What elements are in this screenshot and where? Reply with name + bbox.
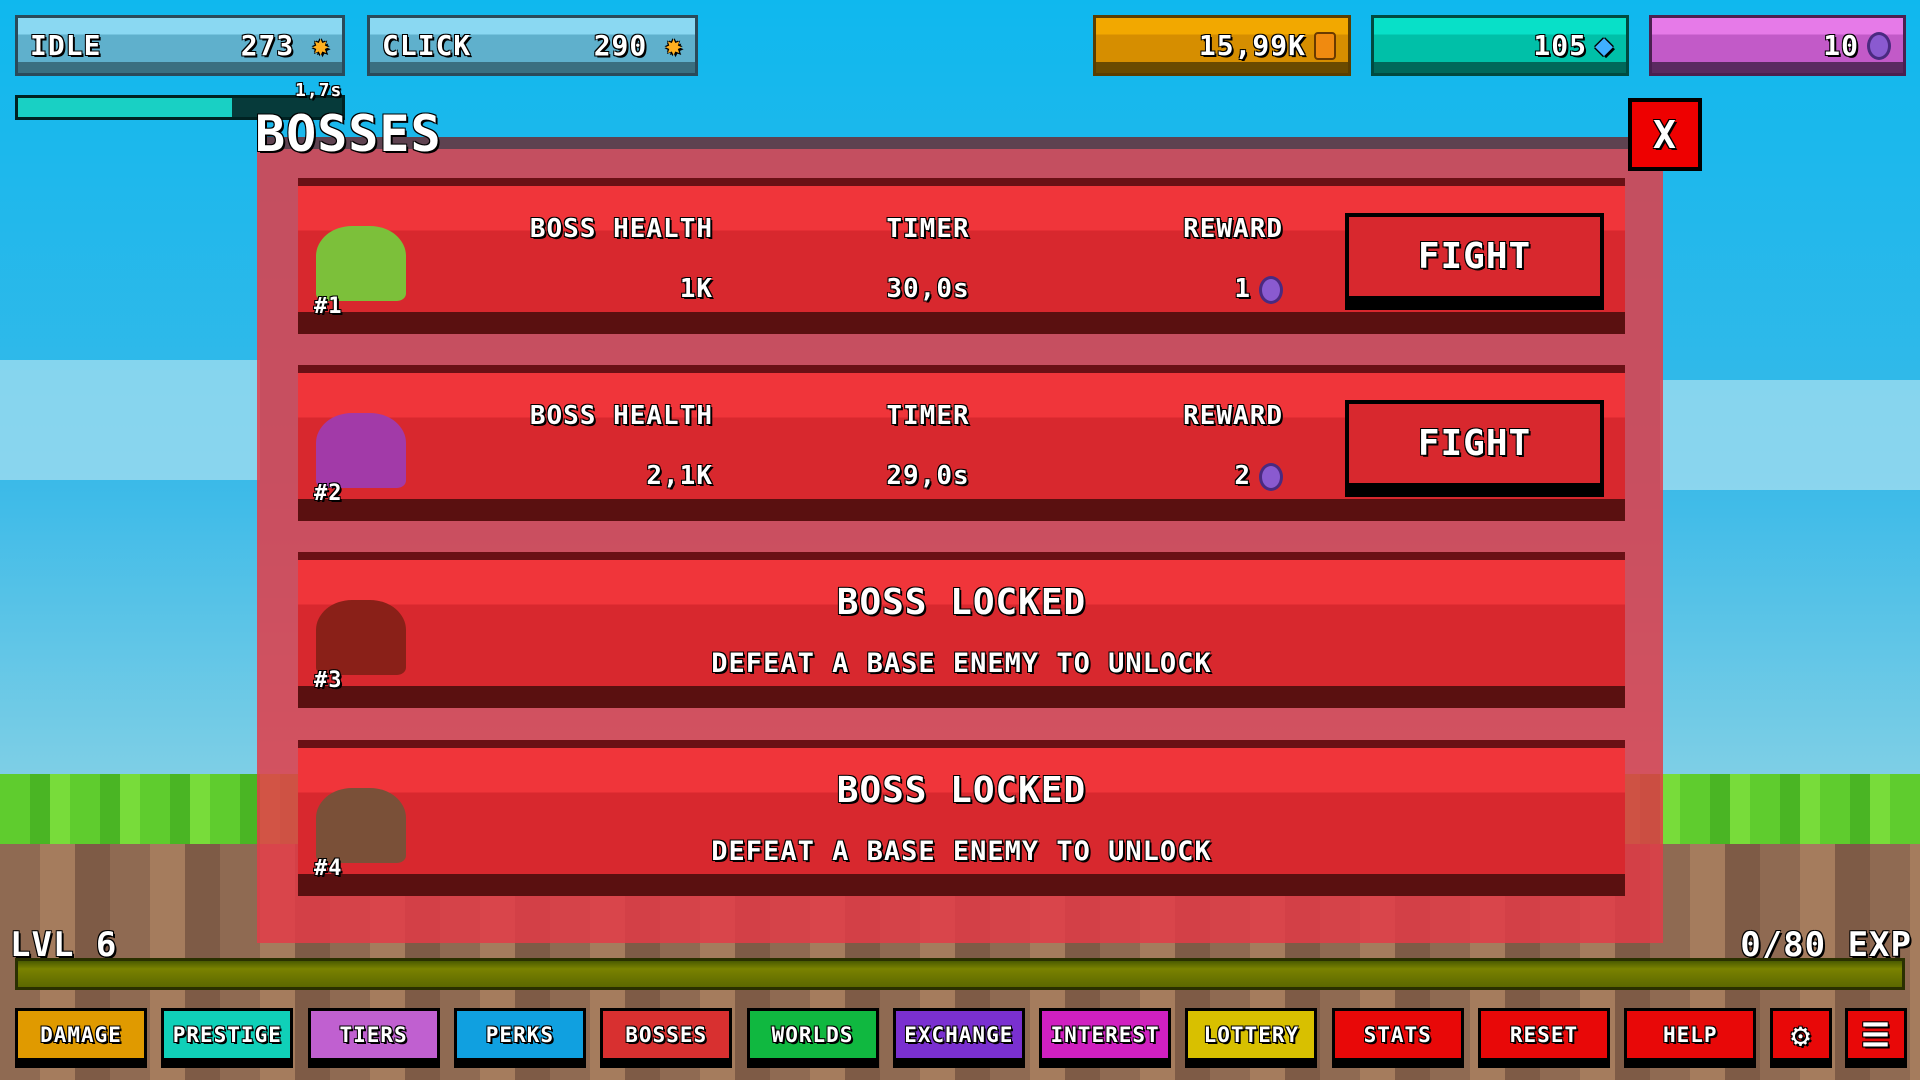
settings-button[interactable]: ⚙ (1770, 1008, 1832, 1068)
idle-timer-bar (15, 95, 345, 120)
boss-row: #4 BOSS LOCKED DEFEAT A BASE ENEMY TO UNL… (298, 740, 1625, 896)
timer-label: TIMER (886, 214, 970, 244)
nav-perks-button[interactable]: PERKS (453, 1008, 586, 1068)
nav-tiers-button[interactable]: TIERS (307, 1008, 440, 1068)
timer-label: 1,7s (295, 80, 343, 101)
nav-prestige-button[interactable]: PRESTIGE (161, 1008, 294, 1068)
burst-icon: ✸ (312, 29, 330, 62)
nav-label: PERKS (485, 1022, 554, 1047)
boss-locked-label: BOSS LOCKED (836, 770, 1087, 811)
nav-damage-button[interactable]: DAMAGE (15, 1008, 147, 1068)
nav-reset-button[interactable]: RESET (1478, 1008, 1610, 1068)
orb-icon (1259, 275, 1283, 304)
boss-row: #2 BOSS HEALTH TIMER REWARD 2,1K 29,0s 2 … (298, 365, 1625, 521)
idle-stat: IDLE 273 ✸ (15, 15, 345, 76)
burst-icon: ✸ (665, 29, 683, 62)
boss-sprite (316, 600, 406, 675)
boss-number: #4 (314, 856, 343, 881)
nav-worlds-button[interactable]: WORLDS (746, 1008, 879, 1068)
orb-value: 10 (1823, 29, 1859, 62)
boss-sprite (316, 788, 406, 863)
nav-label: BOSSES (625, 1022, 708, 1047)
click-value: 290 (593, 29, 648, 62)
gem-icon: ◆ (1594, 28, 1614, 63)
cloud (1660, 380, 1920, 490)
orb-icon (1867, 31, 1891, 60)
boss-health-label: BOSS HEALTH (529, 401, 713, 431)
reward-label: REWARD (1183, 401, 1283, 431)
nav-lottery-button[interactable]: LOTTERY (1185, 1008, 1318, 1068)
orb-counter: 10 (1649, 15, 1906, 76)
gear-icon: ⚙ (1790, 1015, 1812, 1054)
gold-value: 15,99K (1198, 29, 1306, 62)
nav-exchange-button[interactable]: EXCHANGE (892, 1008, 1025, 1068)
gold-counter: 15,99K (1093, 15, 1351, 76)
nav-label: HELP (1663, 1022, 1718, 1047)
nav-help-button[interactable]: HELP (1624, 1008, 1757, 1068)
cloud (0, 360, 260, 480)
nav-label: STATS (1363, 1022, 1432, 1047)
boss-row: #1 BOSS HEALTH TIMER REWARD 1K 30,0s 1 FI… (298, 178, 1625, 334)
timer-label: TIMER (886, 401, 970, 431)
boss-number: #1 (314, 294, 343, 319)
boss-sprite (316, 226, 406, 301)
boss-locked-label: BOSS LOCKED (836, 582, 1087, 623)
coin-icon (1314, 31, 1336, 60)
gem-counter: 105 ◆ (1371, 15, 1629, 76)
boss-sprite (316, 413, 406, 488)
nav-label: LOTTERY (1203, 1022, 1300, 1047)
boss-row: #3 BOSS LOCKED DEFEAT A BASE ENEMY TO UNL… (298, 552, 1625, 708)
hamburger-menu-icon: ☰ (1861, 1015, 1891, 1054)
nav-bosses-button[interactable]: BOSSES (600, 1008, 733, 1068)
timer-fill (18, 98, 232, 117)
idle-value: 273 (240, 29, 295, 62)
nav-label: DAMAGE (40, 1022, 122, 1047)
fight-button[interactable]: FIGHT (1345, 400, 1604, 497)
boss-number: #2 (314, 481, 343, 506)
gem-value: 105 (1533, 29, 1587, 62)
page-title: BOSSES (255, 105, 442, 163)
boss-number: #3 (314, 668, 343, 693)
nav-stats-button[interactable]: STATS (1331, 1008, 1464, 1068)
nav-label: EXCHANGE (904, 1022, 1014, 1047)
reward-value: 2 (1234, 461, 1251, 491)
orb-icon (1259, 462, 1283, 491)
reward-label: REWARD (1183, 214, 1283, 244)
nav-label: RESET (1509, 1022, 1579, 1047)
click-label: CLICK (382, 29, 472, 62)
nav-label: WORLDS (771, 1022, 854, 1047)
nav-label: TIERS (339, 1022, 408, 1047)
nav-label: INTEREST (1050, 1022, 1160, 1047)
unlock-hint: DEFEAT A BASE ENEMY TO UNLOCK (711, 836, 1212, 867)
boss-health-value: 1K (679, 274, 713, 304)
menu-button[interactable]: ☰ (1845, 1008, 1907, 1068)
close-button[interactable]: X (1628, 98, 1702, 171)
fight-button[interactable]: FIGHT (1345, 213, 1604, 310)
boss-health-label: BOSS HEALTH (529, 214, 713, 244)
exp-bar (15, 958, 1905, 990)
click-stat: CLICK 290 ✸ (367, 15, 698, 76)
reward-value: 1 (1234, 274, 1251, 304)
nav-interest-button[interactable]: INTEREST (1039, 1008, 1172, 1068)
nav-label: PRESTIGE (172, 1022, 282, 1047)
idle-label: IDLE (30, 29, 102, 62)
timer-value: 30,0s (886, 274, 970, 304)
boss-health-value: 2,1K (646, 461, 713, 491)
unlock-hint: DEFEAT A BASE ENEMY TO UNLOCK (711, 648, 1212, 679)
timer-value: 29,0s (886, 461, 970, 491)
